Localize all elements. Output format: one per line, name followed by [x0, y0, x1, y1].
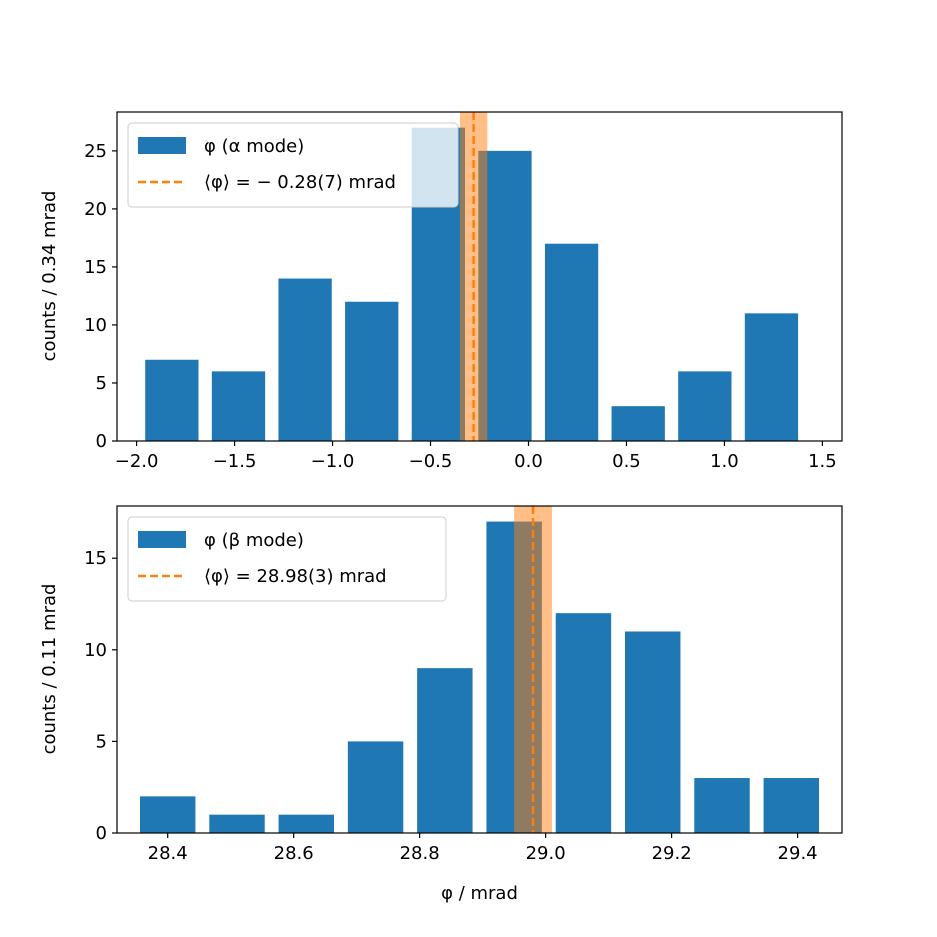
histogram-bar	[763, 778, 820, 833]
alpha-mode-panel: −2.0 −1.5 −1.0 −0.5 0.0 0.5 1.0 1.5 0510152025 …	[39, 111, 843, 472]
histogram-bar	[347, 741, 404, 833]
legend-bars-swatch	[138, 531, 186, 548]
x-tick-label: 0.0	[514, 451, 543, 472]
histogram-bar	[211, 371, 266, 441]
x-tick-label: −1.5	[213, 451, 257, 472]
x-tick-label: 29.4	[778, 843, 818, 864]
legend-mean-label: ⟨φ⟩ = 28.98(3) mrad	[204, 566, 387, 587]
legend-bars-label: φ (β mode)	[204, 530, 304, 551]
x-tick-label: 29.0	[526, 843, 566, 864]
x-tick-label: −0.5	[409, 451, 453, 472]
legend: φ (β mode) ⟨φ⟩ = 28.98(3) mrad	[127, 516, 447, 602]
histogram-bar	[678, 371, 732, 441]
histogram-bar	[209, 814, 265, 833]
histogram-bar	[694, 778, 750, 833]
y-ticks-group: 0 5 10 15 20 25	[84, 141, 117, 452]
legend-bars-label: φ (α mode)	[204, 136, 304, 157]
histogram-bar	[555, 613, 612, 833]
histogram-bar	[625, 631, 681, 833]
legend-bars-swatch	[138, 137, 186, 154]
histogram-bar	[544, 243, 599, 441]
y-tick-label: 5	[96, 731, 107, 752]
histogram-bar	[744, 313, 799, 441]
beta-mode-panel: 28.4 28.6 28.8 29.0 29.2 29.4 0 5 10 15 counts /…	[39, 505, 843, 904]
x-tick-label: −2.0	[115, 451, 159, 472]
legend: φ (α mode) ⟨φ⟩ = − 0.28(7) mrad	[127, 122, 459, 208]
y-tick-label: 15	[84, 548, 107, 569]
y-tick-label: 15	[84, 257, 107, 278]
x-ticks-group: −2.0 −1.5 −1.0 −0.5 0.0 0.5 1.0 1.5	[115, 441, 837, 472]
axes-frame	[116, 505, 843, 834]
x-tick-label: 1.0	[710, 451, 739, 472]
axes-frame	[116, 111, 843, 442]
x-tick-label: −1.0	[311, 451, 355, 472]
histogram-bar	[145, 359, 199, 441]
histogram-bar	[417, 668, 473, 833]
x-tick-label: 28.8	[400, 843, 440, 864]
y-tick-label: 0	[96, 431, 107, 452]
y-tick-label: 20	[84, 199, 107, 220]
x-tick-label: 1.5	[808, 451, 837, 472]
y-tick-label: 10	[84, 315, 107, 336]
x-tick-label: 28.6	[274, 843, 314, 864]
histogram-bar	[345, 301, 399, 441]
y-ticks-group: 0 5 10 15	[84, 548, 117, 844]
histogram-bar	[611, 406, 665, 441]
x-tick-label: 28.4	[148, 843, 188, 864]
legend-frame	[127, 516, 447, 602]
histogram-bar	[278, 814, 334, 833]
histogram-bar	[139, 796, 196, 833]
y-tick-label: 25	[84, 141, 107, 162]
legend-frame	[127, 122, 459, 208]
y-tick-label: 5	[96, 373, 107, 394]
bars-group	[145, 127, 799, 442]
x-tick-label: 0.5	[612, 451, 641, 472]
y-tick-label: 10	[84, 640, 107, 661]
y-tick-label: 0	[96, 823, 107, 844]
y-axis-label: counts / 0.11 mrad	[39, 584, 60, 755]
histogram-bar	[278, 278, 332, 441]
y-axis-label: counts / 0.34 mrad	[39, 191, 60, 362]
x-tick-label: 29.2	[652, 843, 692, 864]
x-axis-label: φ / mrad	[441, 883, 518, 904]
x-ticks-group: 28.4 28.6 28.8 29.0 29.2 29.4	[148, 833, 818, 864]
legend-mean-label: ⟨φ⟩ = − 0.28(7) mrad	[204, 172, 396, 193]
